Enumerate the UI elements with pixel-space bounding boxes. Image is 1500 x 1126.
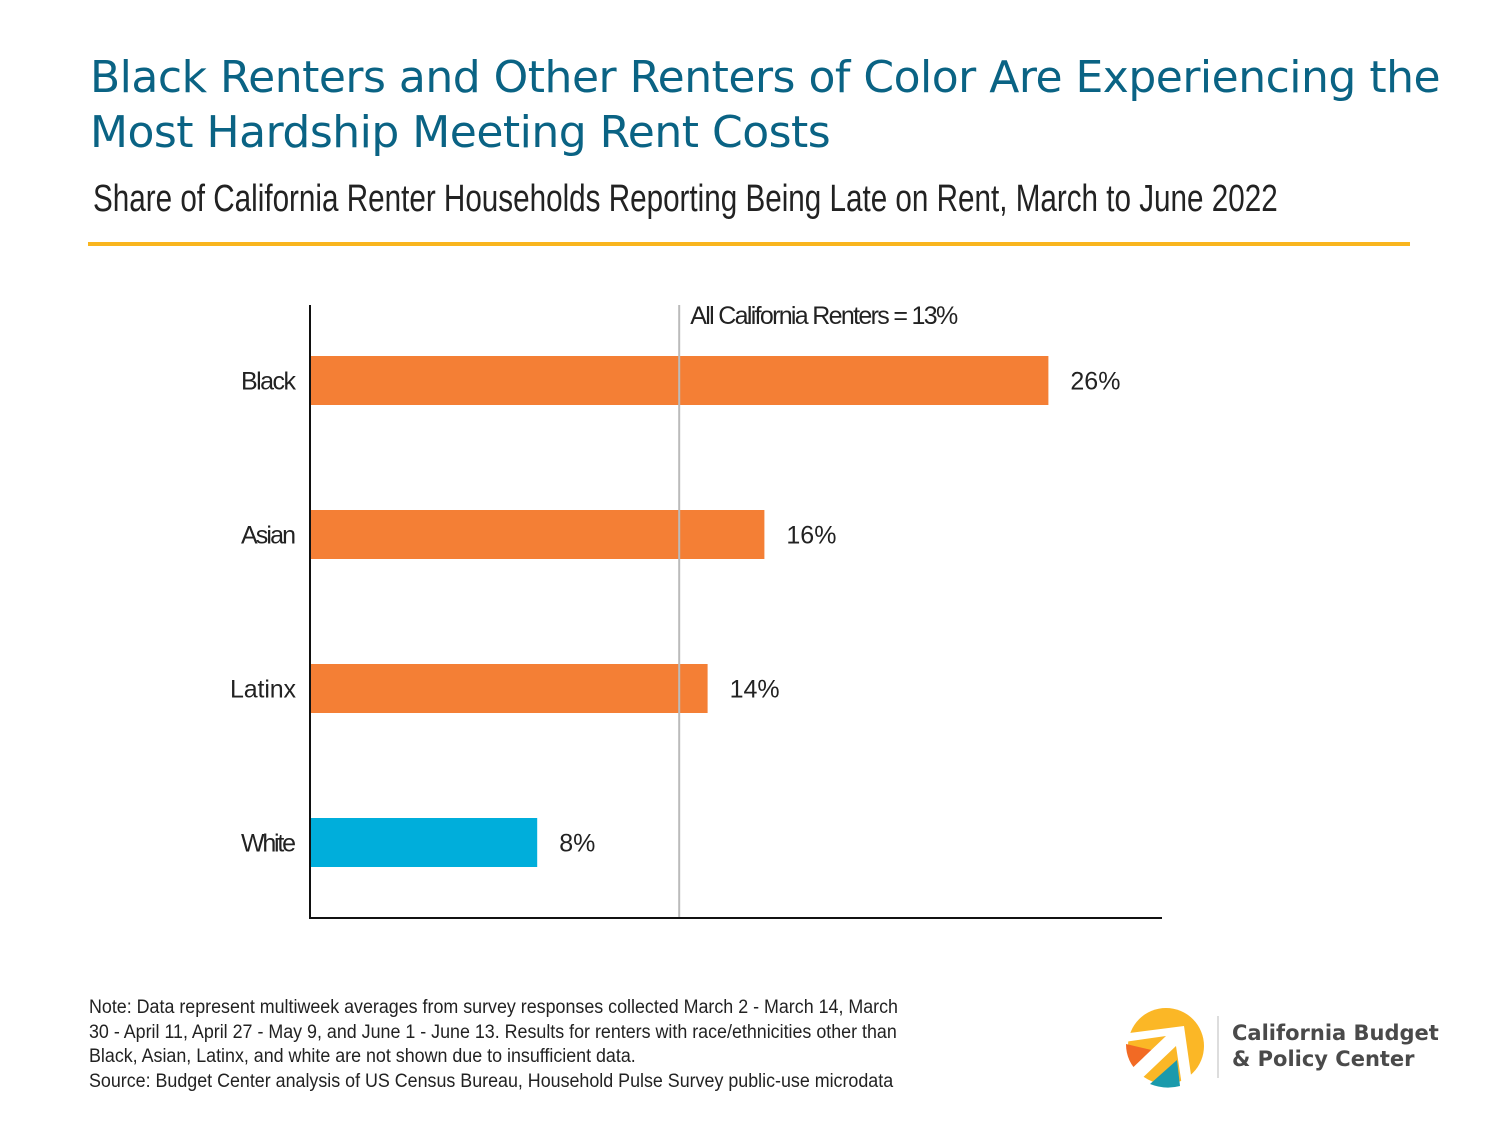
category-label: Black bbox=[241, 368, 297, 396]
category-label: Asian bbox=[241, 522, 296, 550]
bar-asian bbox=[310, 510, 765, 559]
logo-line-1: California Budget bbox=[1232, 1021, 1439, 1045]
title-divider bbox=[88, 242, 1410, 246]
data-label: 16% bbox=[786, 522, 836, 550]
title-line-1: Black Renters and Other Renters of Color… bbox=[90, 52, 1441, 103]
logo-icon bbox=[1122, 1008, 1204, 1088]
note-line: 30 - April 11, April 27 - May 9, and Jun… bbox=[89, 1021, 897, 1043]
data-label: 8% bbox=[559, 830, 595, 858]
note-line: Black, Asian, Latinx, and white are not … bbox=[89, 1046, 636, 1067]
reference-line-label: All California Renters = 13% bbox=[690, 302, 958, 330]
subtitle-text: Share of California Renter Households Re… bbox=[93, 178, 1278, 220]
logo-line-2: & Policy Center bbox=[1232, 1047, 1415, 1071]
data-label: 26% bbox=[1070, 368, 1120, 396]
chart-title: Black Renters and Other Renters of Color… bbox=[90, 50, 1450, 160]
logo: California Budget & Policy Center bbox=[1120, 1002, 1440, 1092]
chart-subtitle: Share of California Renter Households Re… bbox=[93, 178, 1500, 221]
note-line: Note: Data represent multiweek averages … bbox=[89, 997, 899, 1018]
category-label: Latinx bbox=[230, 676, 297, 704]
source-line: Source: Budget Center analysis of US Cen… bbox=[89, 1070, 894, 1092]
bar-latinx bbox=[310, 664, 708, 713]
category-label: White bbox=[241, 830, 296, 858]
data-label: 14% bbox=[730, 676, 780, 704]
logo-text: California Budget & Policy Center bbox=[1232, 1020, 1439, 1072]
bar-white bbox=[310, 818, 538, 867]
title-line-2: Most Hardship Meeting Rent Costs bbox=[90, 107, 831, 158]
logo-separator bbox=[1217, 1016, 1219, 1078]
notes: Note: Data represent multiweek averages … bbox=[89, 996, 950, 1094]
